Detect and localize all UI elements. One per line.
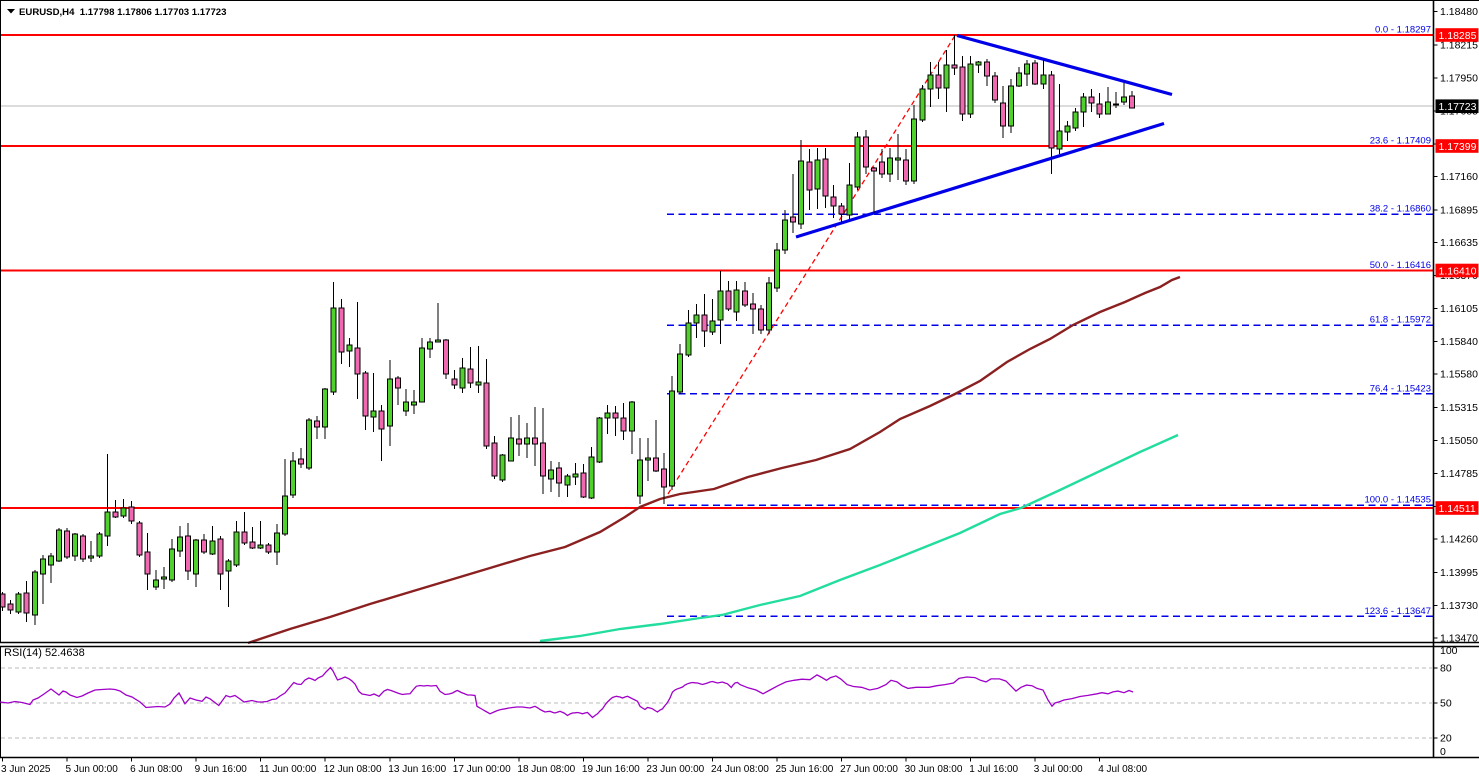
- svg-text:RSI(14) 52.4638: RSI(14) 52.4638: [4, 647, 85, 659]
- svg-text:1.15840: 1.15840: [1440, 336, 1478, 348]
- svg-text:50: 50: [1440, 698, 1452, 710]
- svg-text:17 Jun 00:00: 17 Jun 00:00: [453, 764, 511, 775]
- svg-text:3 Jul 00:00: 3 Jul 00:00: [1034, 764, 1083, 775]
- svg-text:9 Jun 16:00: 9 Jun 16:00: [195, 764, 248, 775]
- svg-text:1.16895: 1.16895: [1440, 204, 1478, 216]
- svg-text:1.13730: 1.13730: [1440, 600, 1478, 612]
- svg-text:1 Jul 16:00: 1 Jul 16:00: [969, 764, 1018, 775]
- svg-text:30 Jun 08:00: 30 Jun 08:00: [905, 764, 963, 775]
- svg-text:100: 100: [1440, 645, 1458, 657]
- svg-text:0: 0: [1440, 746, 1446, 758]
- svg-text:1.18480: 1.18480: [1440, 6, 1478, 18]
- svg-text:1.16105: 1.16105: [1440, 303, 1478, 315]
- svg-text:61.8 - 1.15972: 61.8 - 1.15972: [1370, 315, 1431, 326]
- svg-text:5 Jun 00:00: 5 Jun 00:00: [66, 764, 119, 775]
- svg-text:1.16410: 1.16410: [1439, 265, 1477, 277]
- svg-text:100.0 - 1.14535: 100.0 - 1.14535: [1364, 495, 1431, 506]
- svg-text:1.14785: 1.14785: [1440, 468, 1478, 480]
- svg-text:1.13995: 1.13995: [1440, 567, 1478, 579]
- svg-text:1.14260: 1.14260: [1440, 534, 1478, 546]
- svg-text:25 Jun 16:00: 25 Jun 16:00: [776, 764, 834, 775]
- svg-text:EURUSD,H4 1.17798 1.17806 1.1: EURUSD,H4 1.17798 1.17806 1.17703 1.1772…: [19, 7, 226, 18]
- svg-text:24 Jun 08:00: 24 Jun 08:00: [711, 764, 769, 775]
- svg-text:23.6 - 1.17409: 23.6 - 1.17409: [1370, 136, 1431, 147]
- svg-text:38.2 - 1.16860: 38.2 - 1.16860: [1370, 204, 1431, 215]
- svg-text:80: 80: [1440, 662, 1452, 674]
- svg-text:1.15580: 1.15580: [1440, 369, 1478, 381]
- svg-text:19 Jun 16:00: 19 Jun 16:00: [582, 764, 640, 775]
- svg-text:12 Jun 08:00: 12 Jun 08:00: [324, 764, 382, 775]
- svg-text:27 Jun 00:00: 27 Jun 00:00: [840, 764, 898, 775]
- svg-text:1.17160: 1.17160: [1440, 171, 1478, 183]
- svg-text:20: 20: [1440, 732, 1452, 744]
- svg-text:1.15315: 1.15315: [1440, 402, 1478, 414]
- svg-text:1.16635: 1.16635: [1440, 237, 1478, 249]
- svg-text:1.13470: 1.13470: [1440, 632, 1478, 644]
- svg-text:4 Jul 08:00: 4 Jul 08:00: [1098, 764, 1147, 775]
- svg-text:11 Jun 00:00: 11 Jun 00:00: [259, 764, 317, 775]
- svg-text:1.18285: 1.18285: [1439, 30, 1477, 42]
- svg-text:13 Jun 16:00: 13 Jun 16:00: [388, 764, 446, 775]
- svg-text:1.14511: 1.14511: [1439, 503, 1476, 515]
- svg-text:1.17723: 1.17723: [1439, 101, 1477, 113]
- svg-text:0.0 - 1.18297: 0.0 - 1.18297: [1375, 25, 1431, 36]
- svg-text:23 Jun 00:00: 23 Jun 00:00: [646, 764, 704, 775]
- svg-text:1.18215: 1.18215: [1440, 39, 1478, 51]
- svg-text:1.15050: 1.15050: [1440, 435, 1478, 447]
- svg-text:6 Jun 08:00: 6 Jun 08:00: [130, 764, 183, 775]
- svg-text:50.0 - 1.16416: 50.0 - 1.16416: [1370, 260, 1431, 271]
- svg-text:76.4 - 1.15423: 76.4 - 1.15423: [1370, 383, 1431, 394]
- svg-text:3 Jun 2025: 3 Jun 2025: [1, 764, 51, 775]
- svg-text:1.17950: 1.17950: [1440, 72, 1478, 84]
- svg-text:1.17399: 1.17399: [1439, 141, 1477, 153]
- svg-text:18 Jun 08:00: 18 Jun 08:00: [517, 764, 575, 775]
- svg-text:123.6 - 1.13647: 123.6 - 1.13647: [1364, 606, 1431, 617]
